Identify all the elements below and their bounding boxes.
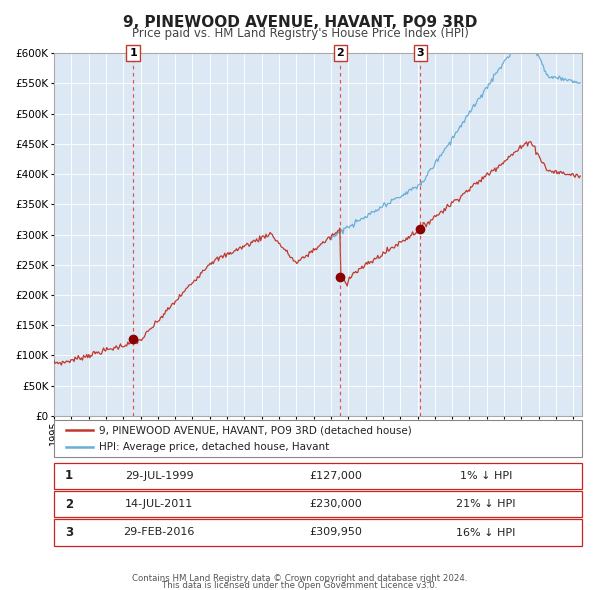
Text: 1% ↓ HPI: 1% ↓ HPI	[460, 471, 512, 481]
Text: £230,000: £230,000	[310, 499, 362, 509]
Text: 1: 1	[129, 48, 137, 58]
Text: This data is licensed under the Open Government Licence v3.0.: This data is licensed under the Open Gov…	[163, 581, 437, 590]
Text: 1: 1	[65, 469, 73, 483]
Text: Contains HM Land Registry data © Crown copyright and database right 2024.: Contains HM Land Registry data © Crown c…	[132, 573, 468, 583]
Text: 14-JUL-2011: 14-JUL-2011	[125, 499, 193, 509]
Text: £127,000: £127,000	[310, 471, 362, 481]
Text: 3: 3	[65, 526, 73, 539]
Text: 2: 2	[337, 48, 344, 58]
Text: 3: 3	[416, 48, 424, 58]
Text: 2: 2	[65, 497, 73, 511]
Text: 29-JUL-1999: 29-JUL-1999	[125, 471, 193, 481]
Text: Price paid vs. HM Land Registry's House Price Index (HPI): Price paid vs. HM Land Registry's House …	[131, 27, 469, 40]
Text: 16% ↓ HPI: 16% ↓ HPI	[457, 527, 515, 537]
Text: 29-FEB-2016: 29-FEB-2016	[124, 527, 194, 537]
Text: HPI: Average price, detached house, Havant: HPI: Average price, detached house, Hava…	[99, 442, 329, 452]
Text: 9, PINEWOOD AVENUE, HAVANT, PO9 3RD (detached house): 9, PINEWOOD AVENUE, HAVANT, PO9 3RD (det…	[99, 425, 412, 435]
Text: £309,950: £309,950	[310, 527, 362, 537]
Text: 9, PINEWOOD AVENUE, HAVANT, PO9 3RD: 9, PINEWOOD AVENUE, HAVANT, PO9 3RD	[123, 15, 477, 30]
Text: 21% ↓ HPI: 21% ↓ HPI	[456, 499, 516, 509]
